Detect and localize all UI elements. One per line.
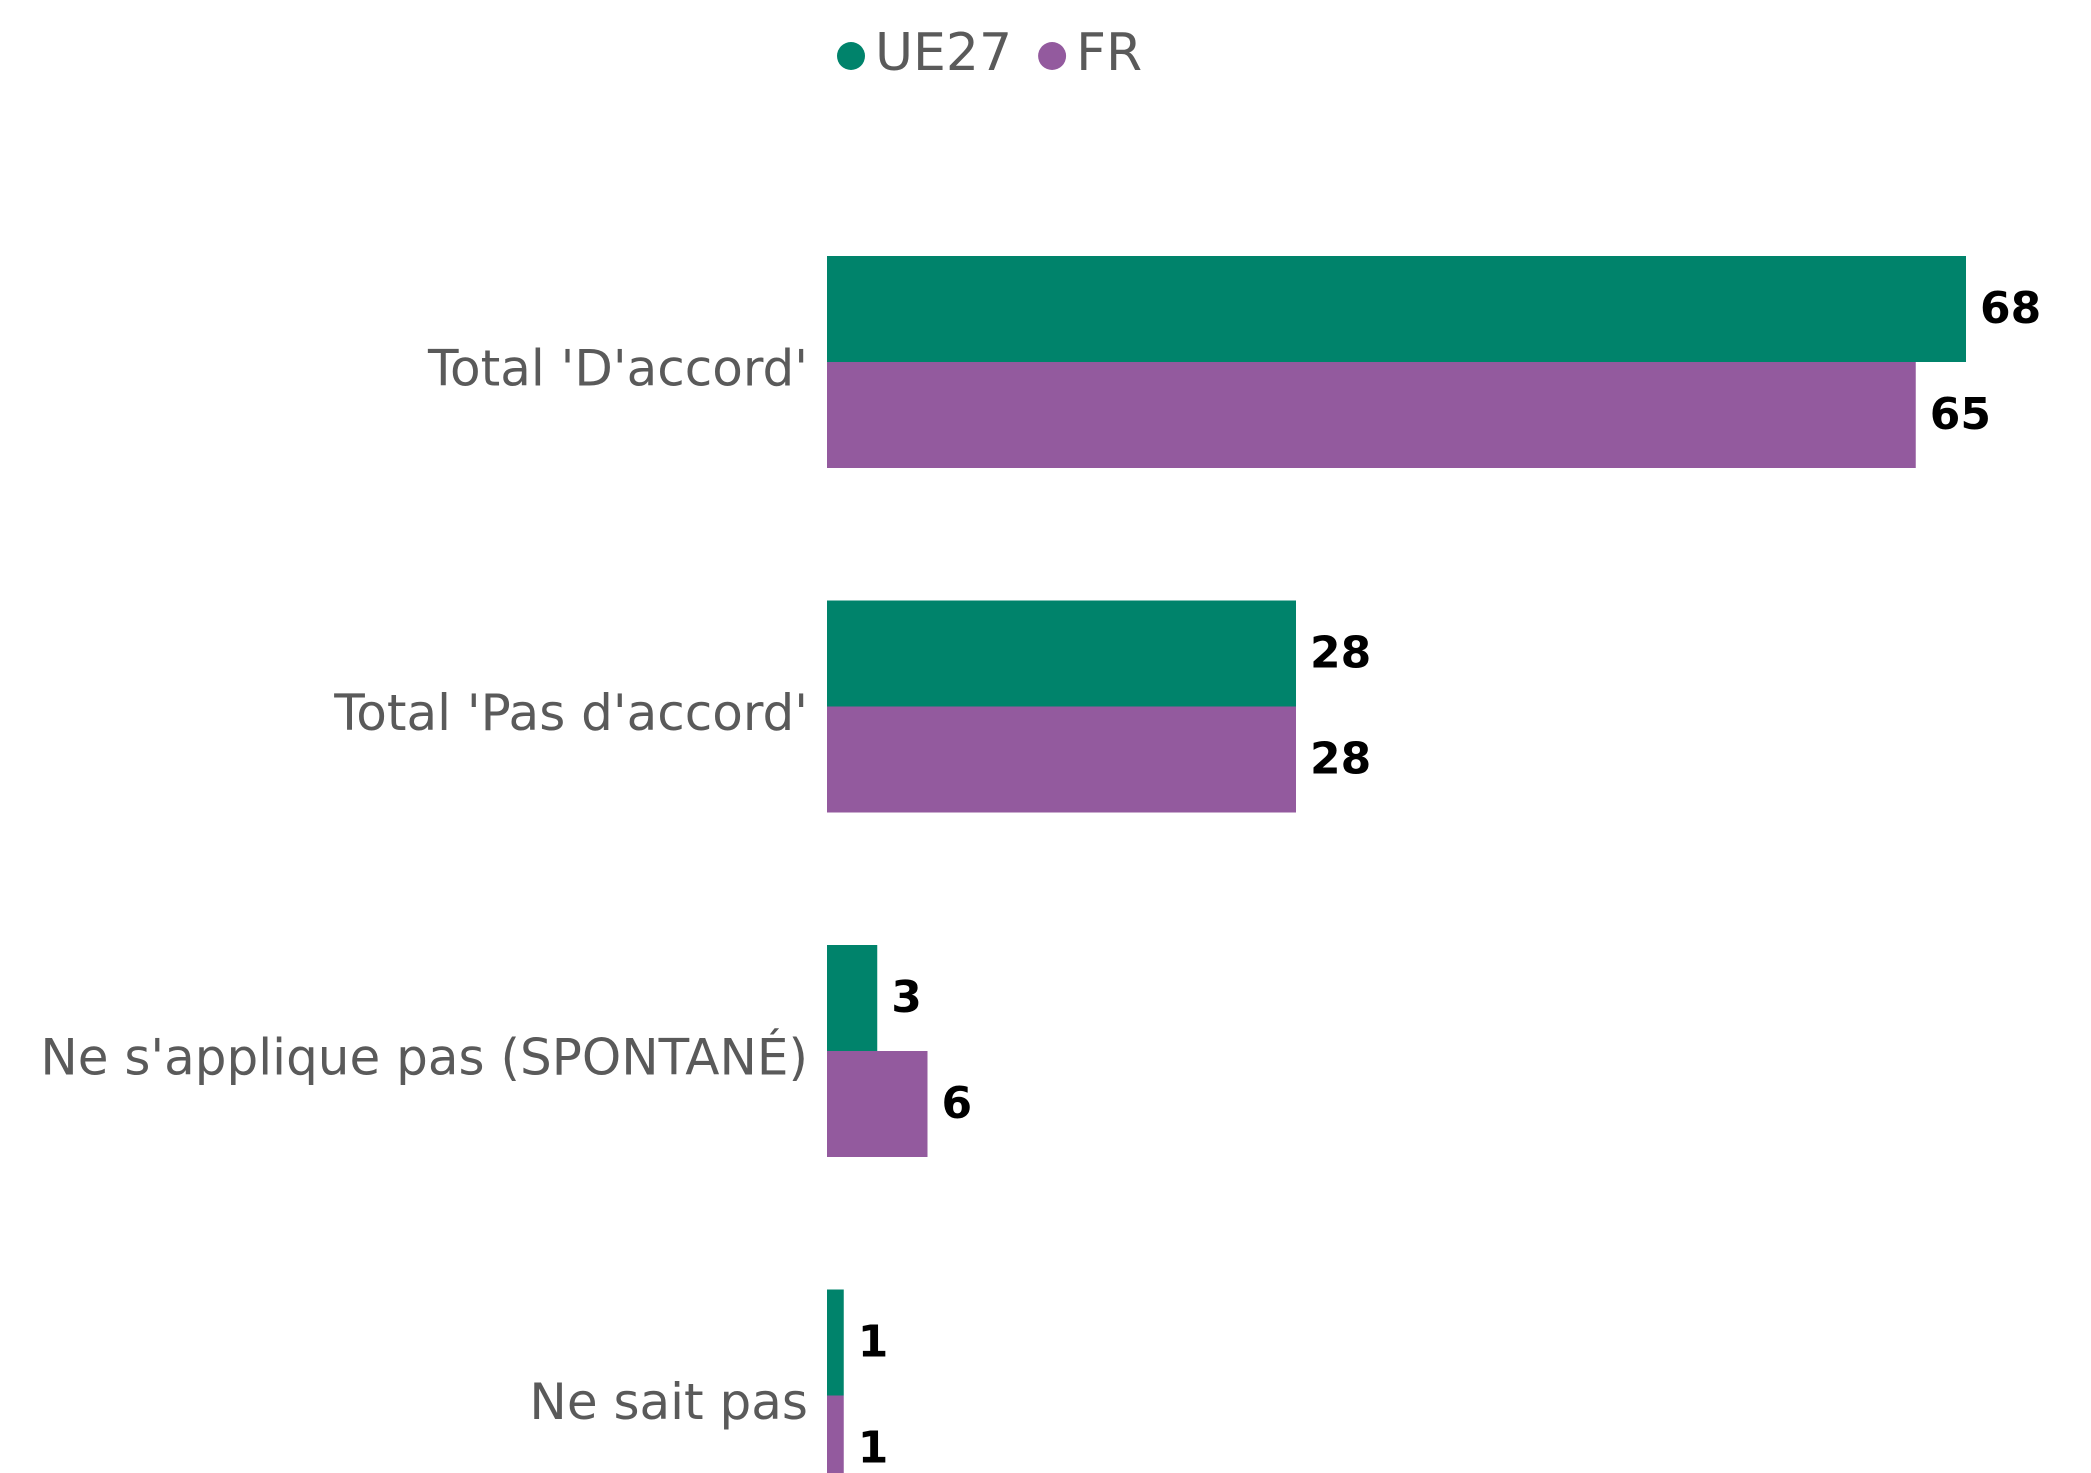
- value-label: 6: [942, 1078, 973, 1129]
- category-label: Total 'D'accord': [427, 340, 808, 398]
- category-label: Ne s'applique pas (SPONTANÉ): [40, 1028, 808, 1087]
- bar: [827, 256, 1966, 362]
- bar: [827, 1051, 928, 1157]
- bar: [827, 362, 1916, 468]
- bar: [827, 706, 1296, 813]
- bar: [827, 945, 878, 1051]
- bar: [827, 1289, 844, 1396]
- legend-label: FR: [1076, 23, 1142, 83]
- value-label: 28: [1310, 628, 1371, 679]
- legend-label: UE27: [875, 23, 1012, 83]
- value-label: 65: [1930, 389, 1991, 440]
- value-label: 1: [858, 1423, 889, 1473]
- value-label: 1: [858, 1317, 889, 1368]
- legend-marker: [1038, 42, 1067, 70]
- category-label: Total 'Pas d'accord': [333, 684, 808, 742]
- bar: [827, 600, 1296, 707]
- bar: [827, 1395, 844, 1473]
- value-label: 28: [1310, 734, 1371, 785]
- category-label: Ne sait pas: [529, 1373, 808, 1431]
- value-label: 68: [1980, 283, 2041, 334]
- legend-marker: [837, 42, 865, 70]
- value-label: 3: [891, 972, 922, 1023]
